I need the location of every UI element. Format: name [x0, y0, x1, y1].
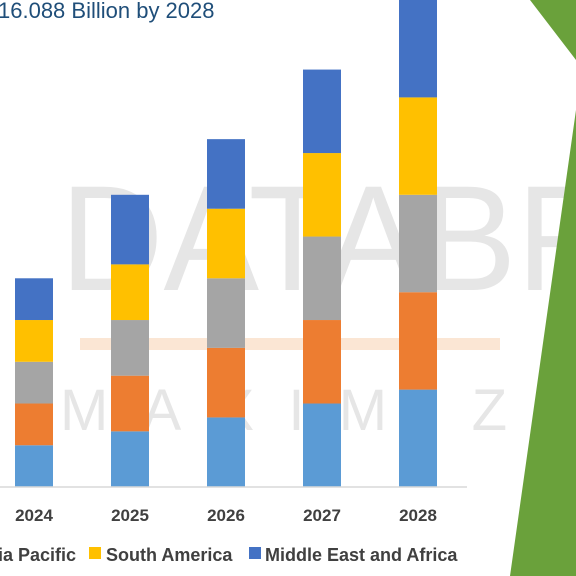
bar-segment-europe-2028 [399, 292, 437, 390]
bar-segment-north-america-2024 [15, 445, 53, 487]
bar-segment-north-america-2026 [207, 417, 245, 487]
legend-label-south-america: South America [106, 545, 233, 565]
legend-label-middle-east-africa: Middle East and Africa [265, 545, 458, 565]
bar-segment-north-america-2025 [111, 431, 149, 487]
bar-segment-south-america-2025 [111, 264, 149, 321]
x-tick-label: 2025 [111, 506, 149, 525]
bar-segment-europe-2024 [15, 403, 53, 446]
x-axis-ticks: 2024 2025 2026 2027 2028 [15, 506, 437, 525]
bar-segment-middle-east-africa-2027 [303, 69, 341, 154]
bar-segment-south-america-2024 [15, 320, 53, 362]
x-tick-label: 2027 [303, 506, 341, 525]
x-tick-label: 2026 [207, 506, 245, 525]
corner-accent-shape [510, 0, 576, 576]
bar-segment-europe-2025 [111, 375, 149, 432]
bar-segment-asia-pacific-2026 [207, 278, 245, 348]
x-tick-label: 2024 [15, 506, 53, 525]
legend-swatch-south-america [89, 547, 101, 559]
bar-segment-south-america-2028 [399, 97, 437, 195]
bar-segment-north-america-2028 [399, 389, 437, 487]
bar-segment-south-america-2026 [207, 208, 245, 279]
watermark-divider [80, 338, 500, 350]
bar-segment-middle-east-africa-2028 [399, 0, 437, 98]
bar-segment-asia-pacific-2024 [15, 361, 53, 404]
bar-segment-middle-east-africa-2024 [15, 278, 53, 321]
bar-segment-south-america-2027 [303, 153, 341, 237]
legend-swatch-middle-east-africa [249, 547, 261, 559]
bar-segment-middle-east-africa-2026 [207, 139, 245, 209]
bar-segment-asia-pacific-2027 [303, 236, 341, 321]
x-tick-label: 2028 [399, 506, 437, 525]
bar-segment-asia-pacific-2025 [111, 320, 149, 376]
bar-segment-middle-east-africa-2025 [111, 194, 149, 265]
bar-segment-europe-2026 [207, 347, 245, 418]
legend-label-asia-pacific: ia Pacific [0, 545, 76, 565]
bar-segment-europe-2027 [303, 320, 341, 404]
chart-title: 16.088 Billion by 2028 [0, 0, 215, 23]
legend: ia Pacific South America Middle East and… [0, 545, 458, 565]
bars-group [15, 0, 437, 487]
bar-segment-asia-pacific-2028 [399, 194, 437, 293]
bar-segment-north-america-2027 [303, 403, 341, 487]
